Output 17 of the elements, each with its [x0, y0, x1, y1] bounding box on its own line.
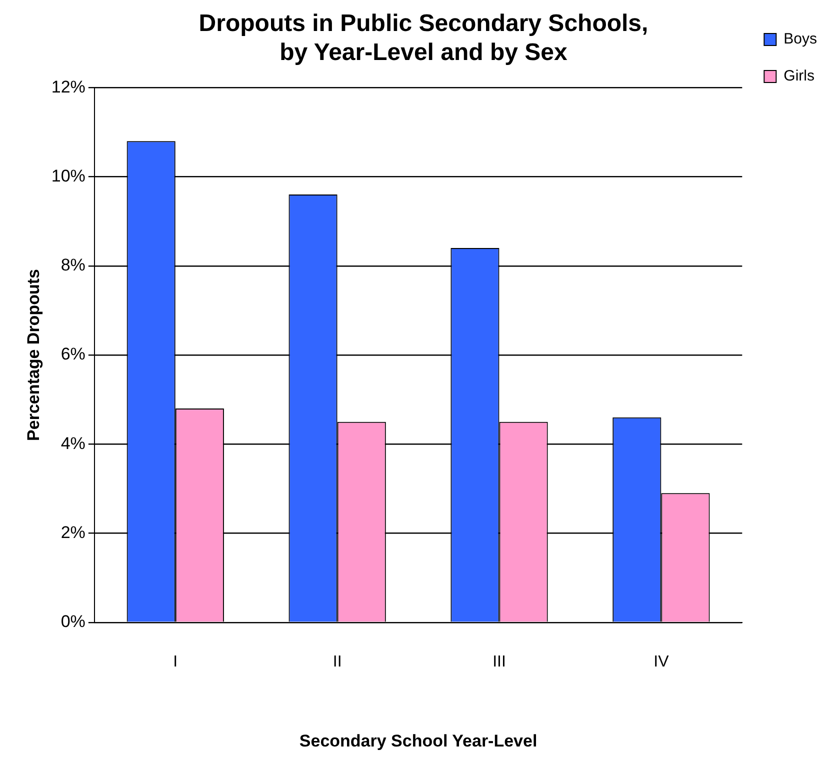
y-tick-label: 0%	[60, 612, 86, 632]
x-tick-label: IV	[654, 653, 670, 670]
y-tick-label: 10%	[51, 166, 86, 186]
x-tick-label: III	[492, 653, 506, 670]
text: Dropouts in Public Secondary Schools,	[198, 10, 648, 38]
y-tick-label: 4%	[60, 434, 86, 453]
y-axis-title: Percentage Dropouts	[24, 269, 43, 441]
y-tick-label: 2%	[60, 522, 86, 542]
text: by Year-Level and by Sex	[280, 38, 568, 66]
y-tick-label: 12%	[51, 77, 86, 96]
legend-label: Girls	[784, 68, 814, 85]
y-tick-label: 8%	[60, 256, 86, 275]
x-axis-title: Secondary School Year-Level	[299, 731, 538, 750]
x-tick-label: I	[173, 653, 178, 670]
x-tick-label: II	[332, 653, 342, 670]
y-tick-label: 6%	[60, 344, 86, 364]
legend-label: Boys	[784, 30, 818, 48]
